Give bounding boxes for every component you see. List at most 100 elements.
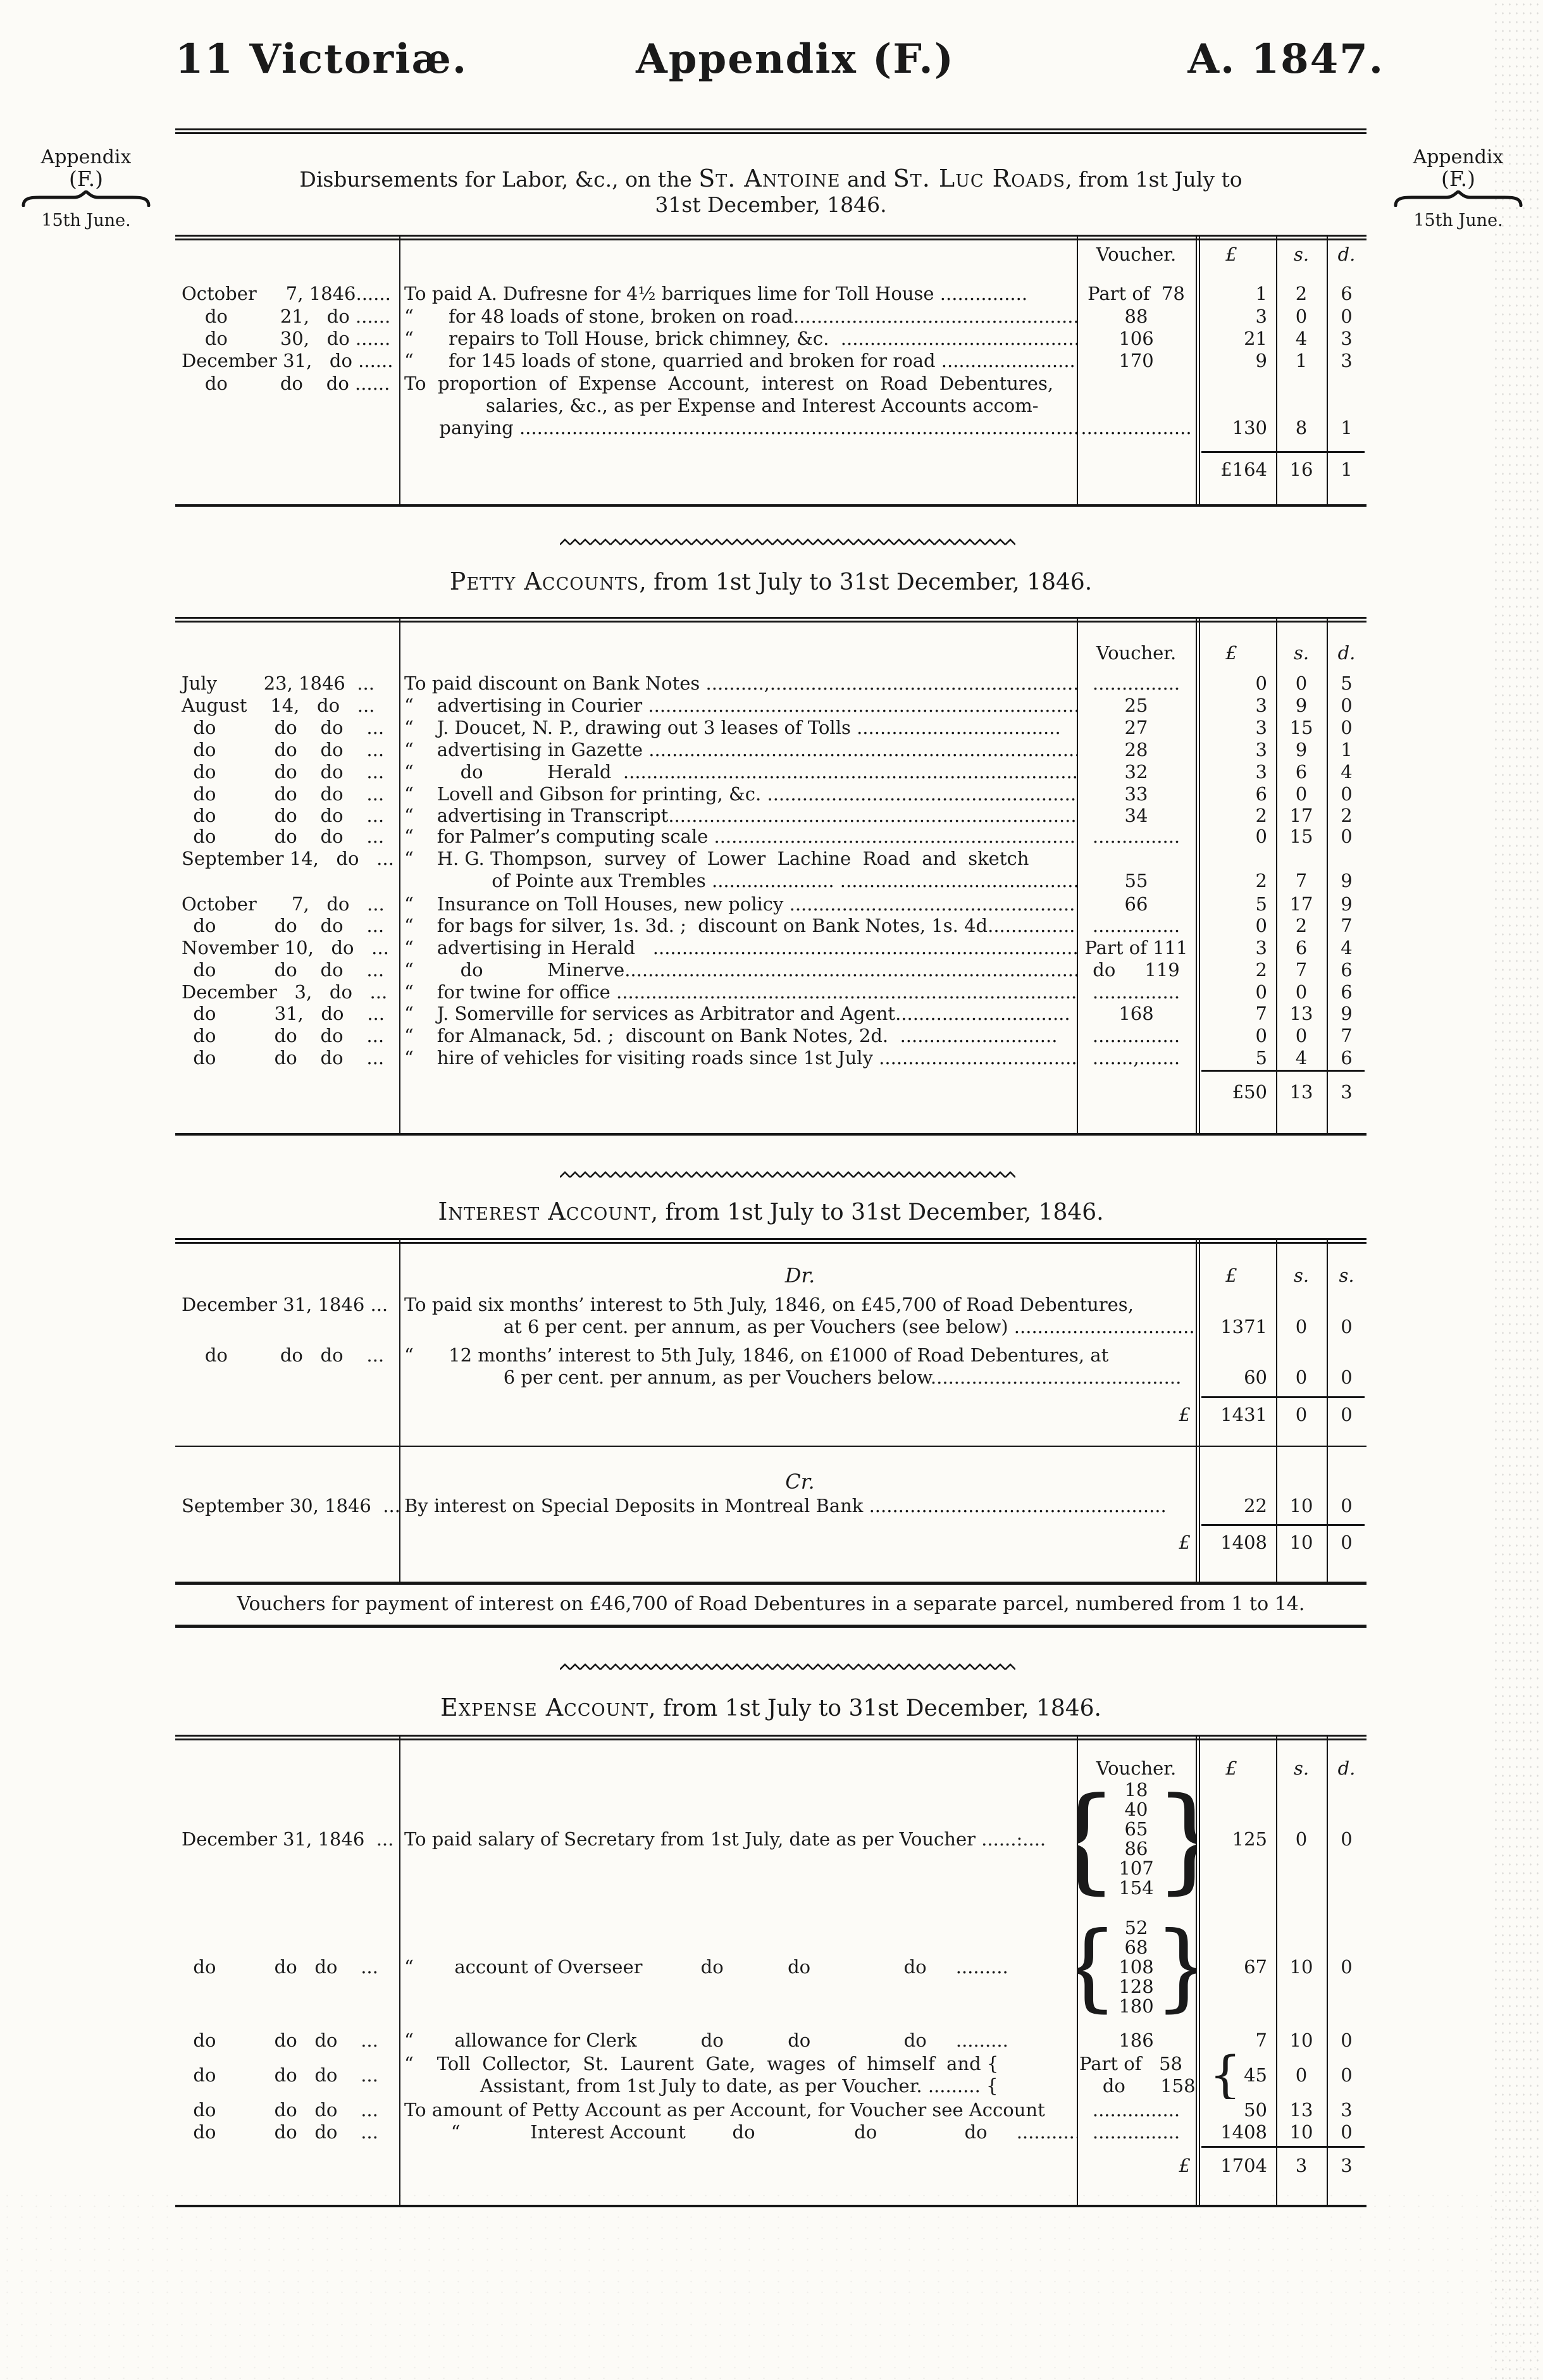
- table-row: do do do ... “ Interest Account do do do…: [175, 2121, 1366, 2143]
- t2-r8-pounds: 2: [1255, 870, 1267, 891]
- sum-rule: [1201, 1524, 1365, 1526]
- t4-total-pence: 3: [1341, 2155, 1353, 2176]
- t2-r11-shillings: 6: [1295, 937, 1308, 958]
- scan-noise-right: [1492, 0, 1543, 2380]
- t2-r9-desc: “ Insurance on Toll Houses, new policy .…: [404, 893, 1077, 915]
- t2-r10-shillings: 2: [1295, 915, 1308, 936]
- t2-r4-pence: 4: [1341, 761, 1353, 783]
- column-divider-double: [1196, 235, 1200, 504]
- table-row: do 30, do ...... “ repairs to Toll House…: [175, 328, 1366, 350]
- pence-header: d.: [1337, 1757, 1356, 1779]
- sum-rule: [1201, 451, 1365, 453]
- table-row: do 21, do ...... “ for 48 loads of stone…: [175, 306, 1366, 328]
- title-smallcaps: Interest Account: [438, 1198, 651, 1225]
- t2-r16-pounds: 5: [1255, 1047, 1267, 1069]
- t1-r3-voucher: 170: [1119, 350, 1154, 371]
- t2-r0-date: July 23, 1846 ...: [182, 672, 375, 694]
- column-divider: [399, 617, 400, 1133]
- subtitle-text: Disbursements for Labor, &c., on the: [299, 167, 699, 192]
- title-smallcaps: Expense Account: [440, 1694, 649, 1721]
- t4-r0-date: December 31, 1846 ...: [182, 1828, 394, 1850]
- t3-dr1-date: do do do ...: [182, 1344, 385, 1366]
- t1-r2-pounds: 21: [1244, 328, 1267, 349]
- t2-r6-pence: 2: [1341, 805, 1353, 826]
- t2-r12-voucher: do 119: [1093, 959, 1180, 981]
- t2-r14-voucher: 168: [1119, 1003, 1154, 1024]
- t2-r4-shillings: 6: [1295, 761, 1308, 783]
- t4-r2-desc: “ allowance for Clerk do do do .........: [404, 2030, 1008, 2051]
- column-divider: [1077, 1735, 1078, 2205]
- t3-cr0-shillings: 10: [1289, 1495, 1313, 1516]
- t2-r10-pounds: 0: [1255, 915, 1267, 936]
- t2-r2-pence: 0: [1341, 717, 1353, 738]
- column-divider: [399, 1735, 400, 2205]
- t2-total-shillings: 13: [1289, 1081, 1313, 1103]
- t2-r9-pence: 9: [1341, 893, 1353, 915]
- t2-r5-date: do do do ...: [182, 783, 385, 805]
- t2-r2-desc: “ J. Doucet, N. P., drawing out 3 leases…: [404, 717, 1061, 738]
- table-top-double-rule: [175, 617, 1366, 623]
- table-row: do do do ... “ advertising in Transcript…: [175, 805, 1366, 827]
- t2-r3-desc: “ advertising in Gazette ...............…: [404, 739, 1077, 760]
- table-header-row: Voucher. £ s. d.: [175, 244, 1366, 266]
- petty-accounts-table: Voucher. £ s. d. July 23, 1846 ... To pa…: [175, 617, 1366, 1133]
- interest-account-title: Interest Account, from 1st July to 31st …: [175, 1198, 1366, 1226]
- column-divider: [1327, 1735, 1328, 2205]
- column-divider: [1276, 617, 1277, 1133]
- t2-r3-pounds: 3: [1255, 739, 1267, 760]
- table-bottom-rule: [175, 2205, 1366, 2207]
- t1-r0-shillings: 2: [1295, 283, 1308, 304]
- t3-cr0-pence: 0: [1341, 1495, 1353, 1516]
- table-total-row: £ 1431 0 0: [175, 1404, 1366, 1426]
- t4-r4-voucher: ...............: [1092, 2099, 1180, 2121]
- t2-r11-pence: 4: [1341, 937, 1353, 958]
- t4-r3-voucher: Part of 58 do 158: [1079, 2053, 1196, 2097]
- table-row: September 30, 1846 ... By interest on Sp…: [175, 1495, 1366, 1517]
- column-divider: [1077, 617, 1078, 1133]
- t2-r11-pounds: 3: [1255, 937, 1267, 958]
- t2-r10-voucher: ...............: [1092, 915, 1180, 936]
- t4-r1-date: do do do ...: [182, 1956, 378, 1978]
- t3-cr0-date: September 30, 1846 ...: [182, 1495, 399, 1516]
- t1-r1-pounds: 3: [1255, 306, 1267, 327]
- page-header-volume: 11 Victoriæ.: [175, 35, 468, 83]
- t1-r0-voucher: Part of 78: [1088, 283, 1185, 304]
- t4-r1-desc: “ account of Overseer do do do .........: [404, 1956, 1008, 1978]
- t2-r15-pence: 7: [1341, 1025, 1353, 1046]
- t1-r2-date: do 30, do ......: [182, 328, 391, 349]
- t2-r4-voucher: 32: [1124, 761, 1148, 783]
- t4-r4-pounds: 50: [1244, 2099, 1267, 2121]
- t2-r11-voucher: Part of 111: [1084, 937, 1188, 958]
- table-row: August 14, do ... “ advertising in Couri…: [175, 695, 1366, 717]
- t4-r1-voucher-group: {52 68 108 128 180}: [1077, 1918, 1196, 2016]
- double-rule: [175, 128, 1366, 134]
- t2-r1-desc: “ advertising in Courier ...............…: [404, 695, 1077, 716]
- table-row: July 23, 1846 ... To paid discount on Ba…: [175, 672, 1366, 695]
- table-row: do do do ... “ do Herald ...............…: [175, 761, 1366, 783]
- margin-note-left: Appendix (F.) 15th June.: [10, 147, 162, 232]
- t2-r9-voucher: 66: [1124, 893, 1148, 915]
- t2-r4-pounds: 3: [1255, 761, 1267, 783]
- column-divider-double: [1196, 1735, 1200, 2205]
- shillings-header: s.: [1293, 1265, 1310, 1286]
- margin-brace-icon: [1394, 190, 1523, 208]
- column-divider: [1327, 1238, 1328, 1584]
- t4-r4-shillings: 13: [1289, 2099, 1313, 2121]
- t2-r8-voucher: 55: [1124, 870, 1148, 891]
- t3-cr-total-pence: 0: [1341, 1532, 1353, 1553]
- t2-r13-pounds: 0: [1255, 981, 1267, 1003]
- footnote-rule: [175, 1625, 1366, 1628]
- t2-r1-pence: 0: [1341, 695, 1353, 716]
- t1-total-pence: 1: [1341, 459, 1353, 480]
- t4-r5-desc: “ Interest Account do do do ............…: [404, 2121, 1077, 2143]
- table-header-row: Dr. £ s. s.: [175, 1265, 1366, 1287]
- t2-r1-shillings: 9: [1295, 695, 1308, 716]
- t1-r1-shillings: 0: [1295, 306, 1308, 327]
- t2-r12-date: do do do ...: [182, 959, 385, 981]
- t3-cr-total-pounds: 1408: [1220, 1532, 1267, 1553]
- title-smallcaps: Petty Accounts: [449, 567, 640, 595]
- t2-r4-date: do do do ...: [182, 761, 385, 783]
- wavy-divider: [560, 1655, 1015, 1672]
- table-top-double-rule: [175, 1238, 1366, 1244]
- t2-r15-voucher: ...............: [1092, 1025, 1180, 1046]
